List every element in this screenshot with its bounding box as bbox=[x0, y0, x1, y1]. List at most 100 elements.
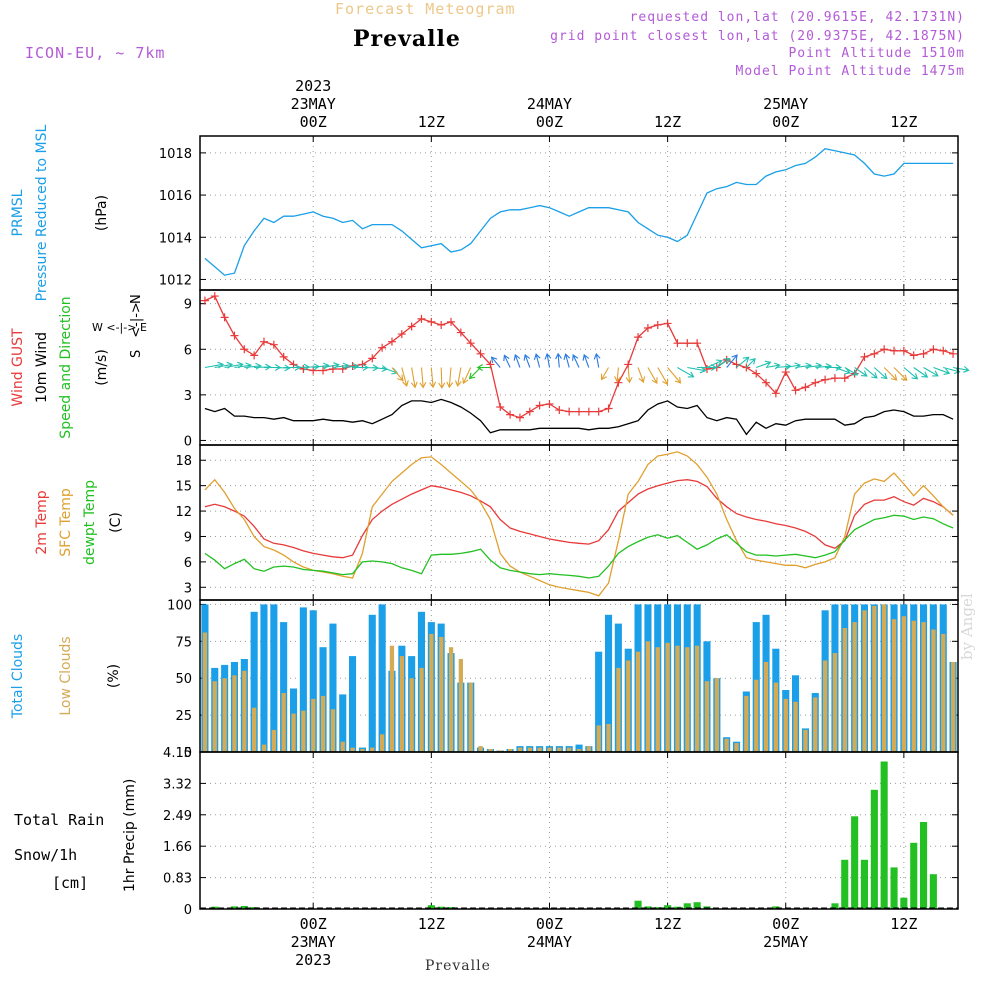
wind-arrow bbox=[593, 352, 601, 368]
wind-arrow bbox=[923, 367, 939, 377]
gust-point bbox=[230, 331, 239, 340]
bar-low_clouds bbox=[655, 647, 660, 752]
wind-arrow bbox=[563, 353, 571, 368]
bar-low_clouds bbox=[901, 616, 906, 752]
wind-arrow bbox=[657, 367, 669, 386]
wind-arrow bbox=[637, 367, 646, 384]
series-line-gust bbox=[204, 295, 954, 419]
bar-low_clouds bbox=[793, 701, 798, 752]
wind-arrow bbox=[815, 363, 833, 370]
bar-low_clouds bbox=[783, 698, 788, 752]
wind-arrow bbox=[476, 364, 491, 371]
bar-low_clouds bbox=[724, 738, 729, 752]
y-tick-label: 100 bbox=[167, 598, 192, 613]
bar-total_clouds bbox=[575, 744, 583, 752]
bottom-time-label: 00Z bbox=[536, 915, 563, 933]
precip-axis-label: 1hr Precip (mm) bbox=[122, 779, 138, 892]
gust-point bbox=[604, 404, 613, 413]
gust-point bbox=[584, 407, 593, 416]
top-time-label: 00Z bbox=[772, 113, 799, 131]
wind-arrow bbox=[883, 367, 898, 381]
bar-rain bbox=[870, 789, 878, 909]
wind-arrow bbox=[490, 356, 501, 368]
bar-low_clouds bbox=[842, 628, 847, 752]
bottom-time-label: 12Z bbox=[890, 915, 917, 933]
bar-low_clouds bbox=[242, 670, 247, 752]
bar-low_clouds bbox=[951, 662, 956, 752]
panel-label: (hPa) bbox=[94, 195, 110, 231]
gust-point bbox=[555, 406, 564, 415]
bar-low_clouds bbox=[645, 641, 651, 752]
wind-arrow bbox=[913, 367, 929, 378]
bar-low_clouds bbox=[301, 710, 306, 752]
gust-point bbox=[899, 346, 908, 355]
bar-rain bbox=[634, 900, 642, 909]
y-tick-label: 1018 bbox=[159, 147, 192, 162]
wind-arrow bbox=[736, 356, 750, 368]
gust-point bbox=[427, 317, 436, 326]
y-tick-label: 1014 bbox=[159, 231, 192, 246]
gust-point bbox=[368, 354, 377, 363]
bar-low_clouds bbox=[891, 619, 897, 752]
bar-low_clouds bbox=[537, 747, 542, 752]
gust-point bbox=[437, 320, 446, 329]
wind-arrow bbox=[726, 354, 738, 368]
compass-n: N bbox=[129, 294, 144, 304]
bar-low_clouds bbox=[872, 605, 877, 752]
model-altitude: Model Point Altitude 1475m bbox=[735, 64, 965, 79]
gust-point bbox=[466, 339, 475, 348]
series-line-0 bbox=[204, 147, 954, 276]
bottom-time-label: 25MAY bbox=[763, 933, 808, 951]
wind-arrow bbox=[697, 364, 718, 371]
wind-arrow bbox=[582, 353, 590, 368]
bar-low_clouds bbox=[852, 622, 857, 752]
gust-point bbox=[279, 352, 288, 361]
wind-arrow bbox=[446, 367, 454, 389]
gust-point bbox=[575, 407, 583, 416]
wind-arrow bbox=[600, 367, 609, 381]
top-time-label: 12Z bbox=[654, 113, 681, 131]
bar-low_clouds bbox=[862, 610, 867, 752]
gust-point bbox=[309, 366, 318, 375]
gust-point bbox=[771, 389, 780, 398]
bar-low_clouds bbox=[478, 746, 483, 752]
y-tick-label: 3 bbox=[184, 581, 192, 596]
wind-arrow bbox=[468, 367, 481, 380]
bar-low_clouds bbox=[340, 741, 345, 752]
bar-low_clouds bbox=[685, 647, 690, 752]
gust-point bbox=[919, 349, 928, 358]
top-time-label: 12Z bbox=[418, 113, 445, 131]
bar-low_clouds bbox=[704, 681, 710, 752]
gust-point bbox=[890, 346, 899, 355]
bar-total_clouds bbox=[595, 651, 603, 752]
bar-low_clouds bbox=[626, 660, 631, 752]
bottom-time-label: 00Z bbox=[300, 915, 327, 933]
bar-low_clouds bbox=[448, 647, 454, 752]
y-tick-label: 0 bbox=[184, 903, 192, 918]
station-title: Prevalle bbox=[353, 26, 461, 52]
bar-low_clouds bbox=[813, 697, 818, 752]
wind-arrow bbox=[834, 366, 851, 375]
bar-total_clouds bbox=[329, 623, 337, 752]
bar-rain bbox=[230, 906, 238, 909]
bar-rain bbox=[447, 907, 455, 909]
wind-arrow bbox=[677, 367, 695, 378]
wind-arrow bbox=[454, 367, 462, 387]
compass-h: W <-|-> E bbox=[92, 321, 147, 334]
bar-rain bbox=[890, 867, 898, 909]
bar-total_clouds bbox=[250, 611, 258, 752]
gust-point bbox=[496, 403, 505, 412]
bar-total_clouds bbox=[299, 607, 307, 752]
wind-arrow bbox=[513, 353, 521, 368]
bottom-time-label: 23MAY bbox=[291, 933, 336, 951]
bottom-time-label: 2023 bbox=[295, 951, 331, 969]
bar-total_clouds bbox=[260, 604, 268, 752]
bar-low_clouds bbox=[921, 622, 926, 752]
y-tick-label: 1.66 bbox=[163, 840, 192, 855]
panel-label: Speed and Direction bbox=[58, 296, 74, 438]
gust-point bbox=[742, 363, 751, 372]
bar-low_clouds bbox=[517, 747, 523, 752]
gust-point bbox=[259, 337, 268, 346]
bar-rain bbox=[654, 907, 662, 909]
